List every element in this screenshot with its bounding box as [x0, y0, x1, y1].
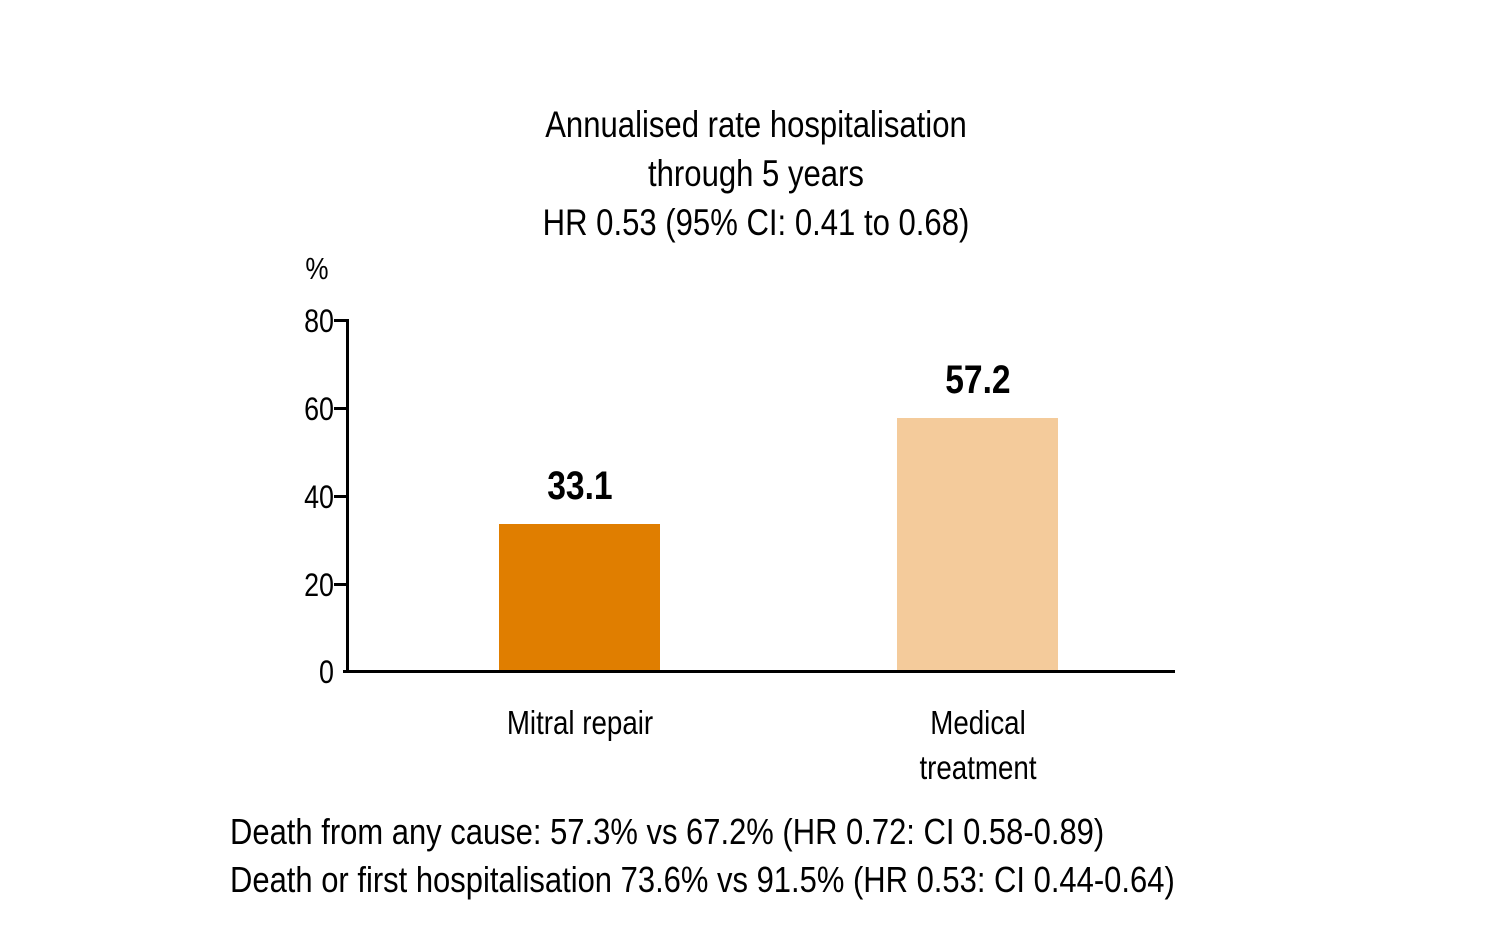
y-tick-mark-60	[334, 407, 347, 410]
y-tick-label-0: 0	[319, 654, 334, 690]
y-tick-mark-40	[334, 495, 347, 498]
y-tick-mark-20	[334, 583, 347, 586]
y-tick-label-20: 20	[304, 567, 334, 603]
y-axis-line	[346, 319, 349, 673]
chart-title: Annualised rate hospitalisation through …	[121, 100, 1391, 247]
y-axis-unit-label: %	[305, 251, 329, 286]
category-label-medical-treatment: Medical treatment	[919, 704, 1037, 786]
y-tick-label-60: 60	[304, 391, 334, 427]
bar-value-label-mitral-repair: 33.1	[546, 464, 613, 509]
bar-group-mitral-repair: 33.1	[499, 464, 660, 670]
bar-rect-medical-treatment	[897, 418, 1058, 670]
chart-title-line-1: Annualised rate hospitalisation	[545, 104, 967, 145]
bar-value-label-medical-treatment: 57.2	[944, 358, 1011, 403]
bar-group-medical-treatment: 57.2	[897, 358, 1058, 670]
chart-title-line-3: HR 0.53 (95% CI: 0.41 to 0.68)	[542, 202, 970, 243]
category-label-mitral-repair: Mitral repair	[506, 704, 654, 741]
y-tick-label-40: 40	[304, 479, 334, 515]
footnote-line-2: Death or first hospitalisation 73.6% vs …	[230, 859, 1175, 900]
footnote-line-1: Death from any cause: 57.3% vs 67.2% (HR…	[230, 811, 1105, 852]
y-tick-mark-80	[334, 319, 347, 322]
footnotes-block: Death from any cause: 57.3% vs 67.2% (HR…	[230, 808, 1175, 904]
bar-rect-mitral-repair	[499, 524, 660, 670]
chart-title-line-2: through 5 years	[648, 153, 864, 194]
x-axis-line	[343, 670, 1175, 673]
y-tick-label-80: 80	[304, 303, 334, 339]
